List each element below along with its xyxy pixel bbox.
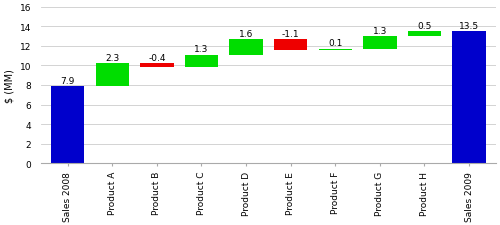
Bar — [318, 50, 352, 51]
Text: 0.1: 0.1 — [328, 39, 342, 48]
Bar — [274, 40, 308, 51]
Text: -0.4: -0.4 — [148, 54, 166, 63]
Y-axis label: $ (MM): $ (MM) — [4, 69, 14, 102]
Bar — [408, 32, 441, 37]
Text: 2.3: 2.3 — [105, 54, 120, 63]
Text: 13.5: 13.5 — [459, 22, 479, 31]
Text: 1.3: 1.3 — [194, 45, 208, 54]
Bar — [185, 55, 218, 68]
Text: 1.6: 1.6 — [239, 29, 254, 38]
Text: 1.3: 1.3 — [372, 27, 387, 35]
Bar — [452, 32, 486, 164]
Text: -1.1: -1.1 — [282, 29, 300, 38]
Text: 0.5: 0.5 — [418, 22, 432, 31]
Bar — [96, 64, 129, 87]
Bar — [140, 64, 173, 68]
Bar — [230, 40, 263, 55]
Text: 7.9: 7.9 — [60, 76, 75, 85]
Bar — [51, 87, 84, 164]
Bar — [363, 37, 396, 50]
